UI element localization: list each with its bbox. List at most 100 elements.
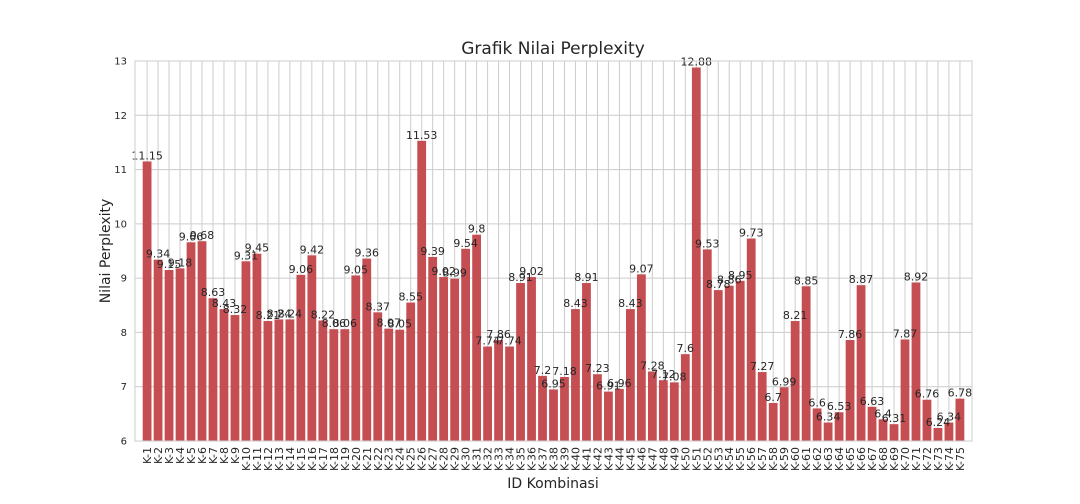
data-label: 8.05 <box>387 318 412 331</box>
y-ticks: 6 7 8 9 10 11 12 13 <box>114 57 127 448</box>
x-tick-label: K-29 <box>449 447 462 471</box>
data-label: 9.34 <box>146 248 171 261</box>
data-label: 6.76 <box>915 388 940 401</box>
x-axis-label: ID Kombinasi <box>507 476 598 492</box>
x-tick-label: K-73 <box>932 447 945 471</box>
data-label: 9.66 <box>179 230 204 243</box>
x-tick-label: K-58 <box>767 447 780 471</box>
x-tick-label: K-62 <box>811 447 824 471</box>
data-label: 9.06 <box>289 263 314 276</box>
x-tick-label: K-12 <box>262 447 275 471</box>
x-tick-label: K-45 <box>624 447 637 471</box>
x-tick-label: K-6 <box>196 447 209 464</box>
data-label: 8.32 <box>223 303 248 316</box>
x-tick-label: K-70 <box>899 447 912 471</box>
x-tick-label: K-42 <box>591 447 604 471</box>
bar <box>208 298 218 441</box>
x-tick-label: K-8 <box>218 447 231 464</box>
bar <box>351 275 361 441</box>
data-label: 6.91 <box>596 380 621 393</box>
data-label: 11.15 <box>131 149 163 162</box>
bar <box>691 67 701 441</box>
bar <box>527 277 536 441</box>
chart-title: Grafik Nilai Perplexity <box>461 39 645 59</box>
data-label: 6.99 <box>772 375 797 388</box>
data-label: 7.86 <box>486 328 511 341</box>
data-label: 7.86 <box>838 328 863 341</box>
x-tick-label: K-13 <box>273 447 286 471</box>
bar <box>955 398 965 441</box>
data-label: 6.63 <box>860 395 885 408</box>
x-tick-label: K-9 <box>229 447 242 464</box>
data-label: 6.95 <box>541 377 566 390</box>
data-label: 9.15 <box>157 258 182 271</box>
data-label: 9.18 <box>168 256 193 269</box>
bar <box>680 354 690 441</box>
x-tick-label: K-32 <box>482 447 495 471</box>
y-tick-label: 6 <box>121 437 127 448</box>
bar <box>450 278 460 441</box>
x-tick-label: K-23 <box>383 447 396 471</box>
y-tick-label: 9 <box>121 274 127 285</box>
bar <box>593 374 602 441</box>
x-tick-label: K-59 <box>778 447 791 471</box>
x-tick-label: K-17 <box>317 447 330 471</box>
x-tick-label: K-5 <box>185 447 198 464</box>
bar <box>779 387 789 441</box>
x-tick-label: K-54 <box>723 447 736 471</box>
data-label: 8.99 <box>442 267 467 280</box>
data-label: 6.53 <box>827 400 852 413</box>
data-label: 7.27 <box>750 360 775 373</box>
data-label: 9.42 <box>300 243 325 256</box>
data-label: 9.39 <box>420 245 445 258</box>
bar <box>615 388 624 441</box>
bar <box>549 389 558 441</box>
x-tick-label: K-38 <box>548 447 561 471</box>
data-label: 8.07 <box>376 317 401 330</box>
x-tick-label: K-11 <box>251 447 264 471</box>
x-tick-label: K-28 <box>438 447 451 471</box>
data-label: 7.87 <box>893 327 918 340</box>
bar <box>505 346 514 441</box>
bar <box>241 261 251 441</box>
bar <box>900 339 910 441</box>
bar <box>856 285 866 441</box>
bar <box>845 340 855 441</box>
x-tick-label: K-24 <box>394 447 407 471</box>
bar <box>472 234 482 441</box>
bar <box>318 320 328 441</box>
x-tick-label: K-19 <box>339 447 352 471</box>
data-label: 8.92 <box>904 270 929 283</box>
bar <box>757 372 767 441</box>
x-tick-label: K-75 <box>954 447 967 471</box>
bar <box>801 286 811 441</box>
bar <box>702 249 712 441</box>
bar <box>922 399 932 441</box>
x-tick-label: K-44 <box>613 447 626 471</box>
data-label: 7.74 <box>475 335 500 348</box>
bar <box>263 321 273 441</box>
bar <box>911 282 921 441</box>
x-tick-label: K-74 <box>943 447 956 471</box>
x-tick-label: K-4 <box>174 447 187 464</box>
bar <box>516 283 525 441</box>
x-tick-label: K-2 <box>152 447 165 464</box>
bar <box>439 277 449 441</box>
bar <box>164 270 174 441</box>
data-label: 9.05 <box>344 263 369 276</box>
bar <box>571 309 580 441</box>
x-tick-label: K-36 <box>526 447 539 471</box>
y-tick-label: 10 <box>114 219 127 230</box>
data-label: 6.31 <box>882 412 907 425</box>
data-label: 8.86 <box>717 274 742 287</box>
data-label: 9.36 <box>355 247 380 260</box>
x-tick-label: K-72 <box>921 447 934 471</box>
x-tick-label: K-22 <box>372 447 385 471</box>
x-tick-label: K-46 <box>635 447 648 471</box>
x-tick-label: K-43 <box>602 447 615 471</box>
data-label: 9.73 <box>739 227 764 240</box>
x-tick-label: K-18 <box>328 447 341 471</box>
bar <box>582 283 591 441</box>
bar <box>428 256 438 441</box>
data-label: 8.43 <box>212 297 237 310</box>
